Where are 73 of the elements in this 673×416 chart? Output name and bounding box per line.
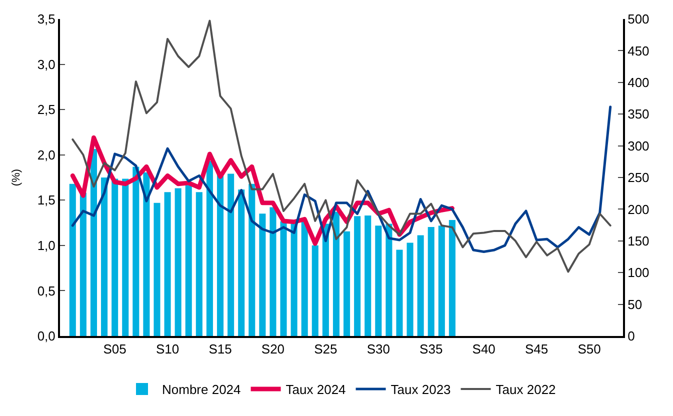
bar xyxy=(112,178,118,336)
bar xyxy=(354,216,361,336)
y2-tick-label: 500 xyxy=(628,12,650,27)
x-tick-label: S30 xyxy=(366,342,390,357)
bar xyxy=(90,148,98,336)
y-tick-label: 3,5 xyxy=(37,12,56,27)
bar xyxy=(364,216,372,336)
y2-tick-label: 100 xyxy=(628,265,650,280)
bar xyxy=(322,224,329,336)
y-axis-title: (%) xyxy=(10,168,22,186)
y2-tick-label: 400 xyxy=(628,74,650,90)
y2-tick-label: 150 xyxy=(628,233,650,248)
x-tick-label: S15 xyxy=(208,342,232,357)
bar xyxy=(174,188,182,336)
bar xyxy=(228,174,234,336)
x-tick-label: S40 xyxy=(472,342,496,357)
bar xyxy=(259,214,266,336)
bar xyxy=(386,224,392,336)
bar xyxy=(428,226,434,336)
y2-tick-label: 50 xyxy=(628,296,642,312)
y-tick-label: 0,5 xyxy=(37,283,56,298)
legend-label: Nombre 2024 xyxy=(162,382,241,398)
bar xyxy=(132,166,140,336)
bar xyxy=(344,231,350,336)
bar xyxy=(164,192,171,336)
y2-tick-label: 0 xyxy=(628,328,635,344)
bar xyxy=(122,178,129,336)
x-tick-label: S45 xyxy=(524,342,548,357)
y2-tick-label: 300 xyxy=(628,138,650,154)
y-tick-label: 1,5 xyxy=(37,192,56,208)
bar xyxy=(290,224,298,336)
bar xyxy=(80,192,86,336)
bar xyxy=(438,226,445,336)
bar xyxy=(417,235,424,336)
bar xyxy=(280,221,287,336)
bar xyxy=(375,226,382,336)
bar xyxy=(143,172,150,336)
bar xyxy=(406,242,414,336)
legend-label: Taux 2023 xyxy=(390,382,451,398)
bar xyxy=(301,221,308,336)
bar xyxy=(216,174,224,336)
y2-tick-label: 250 xyxy=(628,170,650,186)
bar xyxy=(154,202,160,336)
bar xyxy=(238,190,245,336)
bar xyxy=(270,207,276,336)
bar xyxy=(196,192,202,336)
x-tick-label: S50 xyxy=(578,342,601,357)
line-series xyxy=(71,106,612,254)
bar xyxy=(312,245,318,336)
x-tick-label: S25 xyxy=(314,342,338,357)
x-tick-label: S10 xyxy=(156,342,180,357)
y-tick-label: 1,0 xyxy=(37,238,56,253)
bar xyxy=(332,212,340,336)
y-tick-label: 2,0 xyxy=(37,147,56,162)
y-tick-label: 3,0 xyxy=(37,56,56,72)
bar xyxy=(248,184,256,336)
bar xyxy=(206,161,213,336)
bar xyxy=(101,178,108,336)
y2-tick-label: 200 xyxy=(628,202,650,217)
bar xyxy=(448,220,456,336)
y-tick-label: 2,5 xyxy=(37,102,56,118)
y2-tick-label: 450 xyxy=(628,43,650,58)
y2-tick-label: 350 xyxy=(628,106,650,122)
bar xyxy=(396,250,403,336)
x-tick-label: S35 xyxy=(420,342,443,357)
line-series xyxy=(72,20,612,273)
bar xyxy=(185,185,192,336)
x-tick-label: S05 xyxy=(103,342,126,357)
y-tick-label: 0,0 xyxy=(37,328,56,344)
bar xyxy=(69,184,76,336)
legend-label: Taux 2022 xyxy=(496,382,556,398)
x-tick-label: S20 xyxy=(261,342,285,357)
legend-label: Taux 2024 xyxy=(286,382,346,398)
